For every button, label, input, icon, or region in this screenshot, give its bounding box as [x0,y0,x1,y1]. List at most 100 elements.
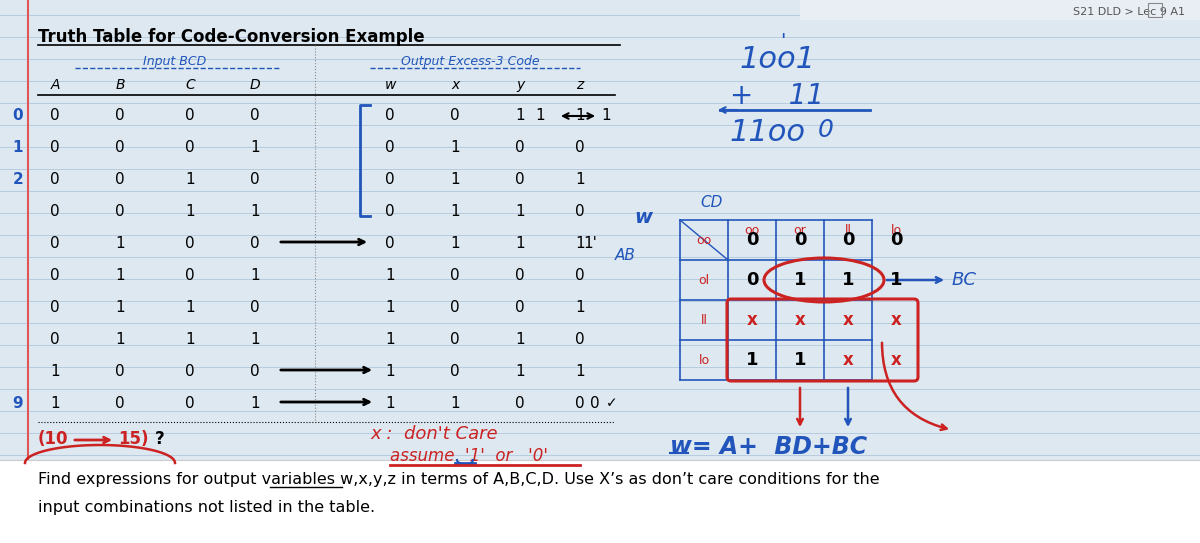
Text: 1: 1 [745,351,758,369]
Text: 0: 0 [250,172,260,187]
Text: x: x [890,351,901,369]
Text: 1: 1 [793,351,806,369]
Text: Input BCD: Input BCD [143,55,206,68]
Text: 0: 0 [185,268,194,283]
Text: ll: ll [701,313,708,326]
Text: 1: 1 [250,332,260,347]
Text: CD: CD [700,195,722,210]
Text: 0: 0 [50,204,60,219]
Text: assume  '1'  or   '0': assume '1' or '0' [390,447,548,465]
Text: 0: 0 [450,364,460,379]
Text: C: C [185,78,194,92]
Text: 1: 1 [515,332,524,347]
Text: w: w [384,78,396,92]
Text: (10: (10 [38,430,68,448]
Text: 1: 1 [385,300,395,315]
Text: y: y [516,78,524,92]
Text: 0: 0 [793,231,806,249]
Text: x: x [890,311,901,329]
Bar [800,0,1200,20]
Text: 1: 1 [793,271,806,289]
Text: 1: 1 [385,364,395,379]
Text: 0: 0 [185,236,194,251]
Text: AB: AB [616,248,636,263]
Text: 2: 2 [13,172,23,187]
Text: 1: 1 [185,300,194,315]
Text: 0: 0 [450,300,460,315]
Text: Output Excess-3 Code: Output Excess-3 Code [401,55,539,68]
Text: 1: 1 [841,271,854,289]
Text: 1: 1 [50,396,60,411]
Text: 0: 0 [590,396,600,411]
Text: 1: 1 [450,236,460,251]
Text: 0: 0 [575,332,584,347]
Text: 0: 0 [745,271,758,289]
Text: 1: 1 [250,268,260,283]
Text: 0: 0 [50,300,60,315]
Text: 0: 0 [450,108,460,123]
Bar [1148,3,1162,17]
Text: 1: 1 [385,332,395,347]
Text: 1: 1 [575,172,584,187]
Text: lo: lo [698,353,709,367]
Text: 0: 0 [50,140,60,155]
Text: 9: 9 [13,396,23,411]
Text: 1: 1 [515,364,524,379]
Text: x: x [842,311,853,329]
Text: ol: ol [698,274,709,287]
Text: 1: 1 [13,140,23,155]
Text: ': ' [780,32,785,51]
Text: 1: 1 [115,268,125,283]
Text: 0: 0 [50,108,60,123]
Text: 15): 15) [118,430,149,448]
Text: 1: 1 [385,268,395,283]
Text: 1: 1 [50,364,60,379]
Text: 1: 1 [185,204,194,219]
Text: 0: 0 [818,118,834,142]
Text: or: or [793,224,806,237]
Text: 0: 0 [185,108,194,123]
Text: 0: 0 [115,364,125,379]
Text: 0: 0 [13,108,23,123]
Text: 0: 0 [385,140,395,155]
Text: z: z [576,78,583,92]
Text: 0: 0 [250,300,260,315]
Text: x: x [746,311,757,329]
Text: 0: 0 [50,236,60,251]
Text: 1: 1 [515,204,524,219]
Text: 0: 0 [515,172,524,187]
Text: 1: 1 [115,332,125,347]
Text: x: x [451,78,460,92]
Text: +    11: + 11 [730,82,824,110]
Text: 0: 0 [515,396,524,411]
Text: 0: 0 [250,108,260,123]
Text: 1: 1 [115,300,125,315]
Text: D: D [250,78,260,92]
Text: 0: 0 [515,268,524,283]
Text: 0: 0 [575,204,584,219]
Text: 0: 0 [515,140,524,155]
Text: 1: 1 [250,204,260,219]
Text: oo: oo [744,224,760,237]
Text: 0: 0 [185,140,194,155]
Text: 1: 1 [575,364,584,379]
Text: 0: 0 [385,236,395,251]
Text: 1: 1 [185,332,194,347]
Text: 0: 0 [385,204,395,219]
Text: 0: 0 [50,332,60,347]
Text: input combinations not listed in the table.: input combinations not listed in the tab… [38,500,376,515]
Text: 0: 0 [115,140,125,155]
Text: 1: 1 [250,140,260,155]
Text: 1: 1 [889,271,902,289]
Text: 0: 0 [889,231,902,249]
Text: w= A+  BD+BC: w= A+ BD+BC [670,435,868,459]
Text: BC: BC [952,271,977,289]
Text: 0: 0 [385,172,395,187]
Text: ?: ? [155,430,164,448]
Text: B: B [115,78,125,92]
Text: 0: 0 [450,332,460,347]
Text: Truth Table for Code-Conversion Example: Truth Table for Code-Conversion Example [38,28,425,46]
Text: w: w [634,208,652,227]
Text: 1: 1 [575,236,584,251]
Text: 1: 1 [250,396,260,411]
